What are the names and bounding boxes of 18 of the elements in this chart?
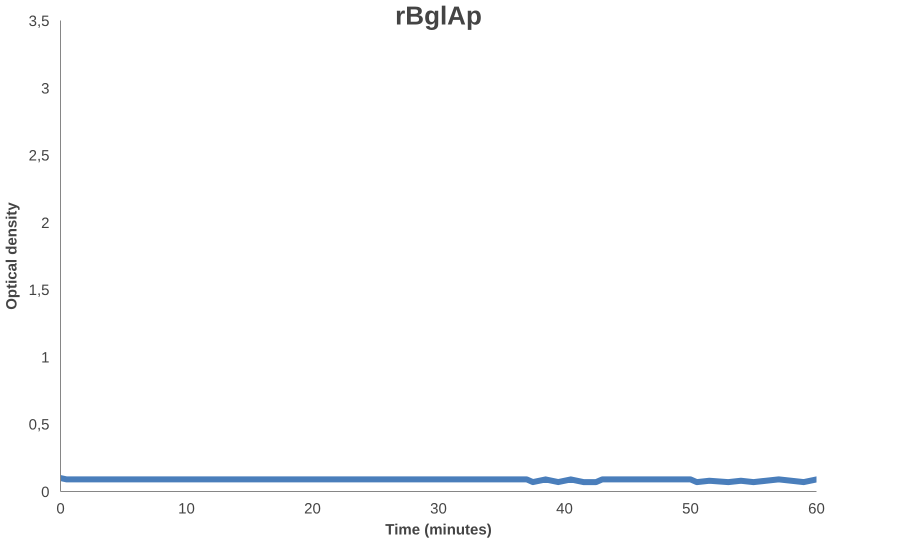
x-tick-label: 30 <box>430 500 447 518</box>
x-tick-label: 10 <box>178 500 195 518</box>
y-tick-label: 2,5 <box>28 148 50 165</box>
x-tick-label: 60 <box>808 500 825 518</box>
x-tick-label: 50 <box>682 500 699 518</box>
x-axis-title: Time (minutes) <box>385 522 492 538</box>
chart-title: rBglAp <box>395 0 482 30</box>
y-tick-label: 1,5 <box>28 282 50 300</box>
y-tick-label: 1 <box>41 349 50 366</box>
y-tick-label: 3,5 <box>28 13 50 30</box>
y-tick-label: 0,5 <box>28 416 50 434</box>
y-tick-label: 3 <box>41 80 50 98</box>
x-tick-label: 20 <box>304 500 321 518</box>
y-axis-title: Optical density <box>4 202 21 310</box>
y-tick-label: 0 <box>41 484 50 501</box>
x-tick-label: 0 <box>56 500 65 518</box>
y-tick-label: 2 <box>41 214 50 232</box>
x-tick-label: 40 <box>556 500 573 518</box>
